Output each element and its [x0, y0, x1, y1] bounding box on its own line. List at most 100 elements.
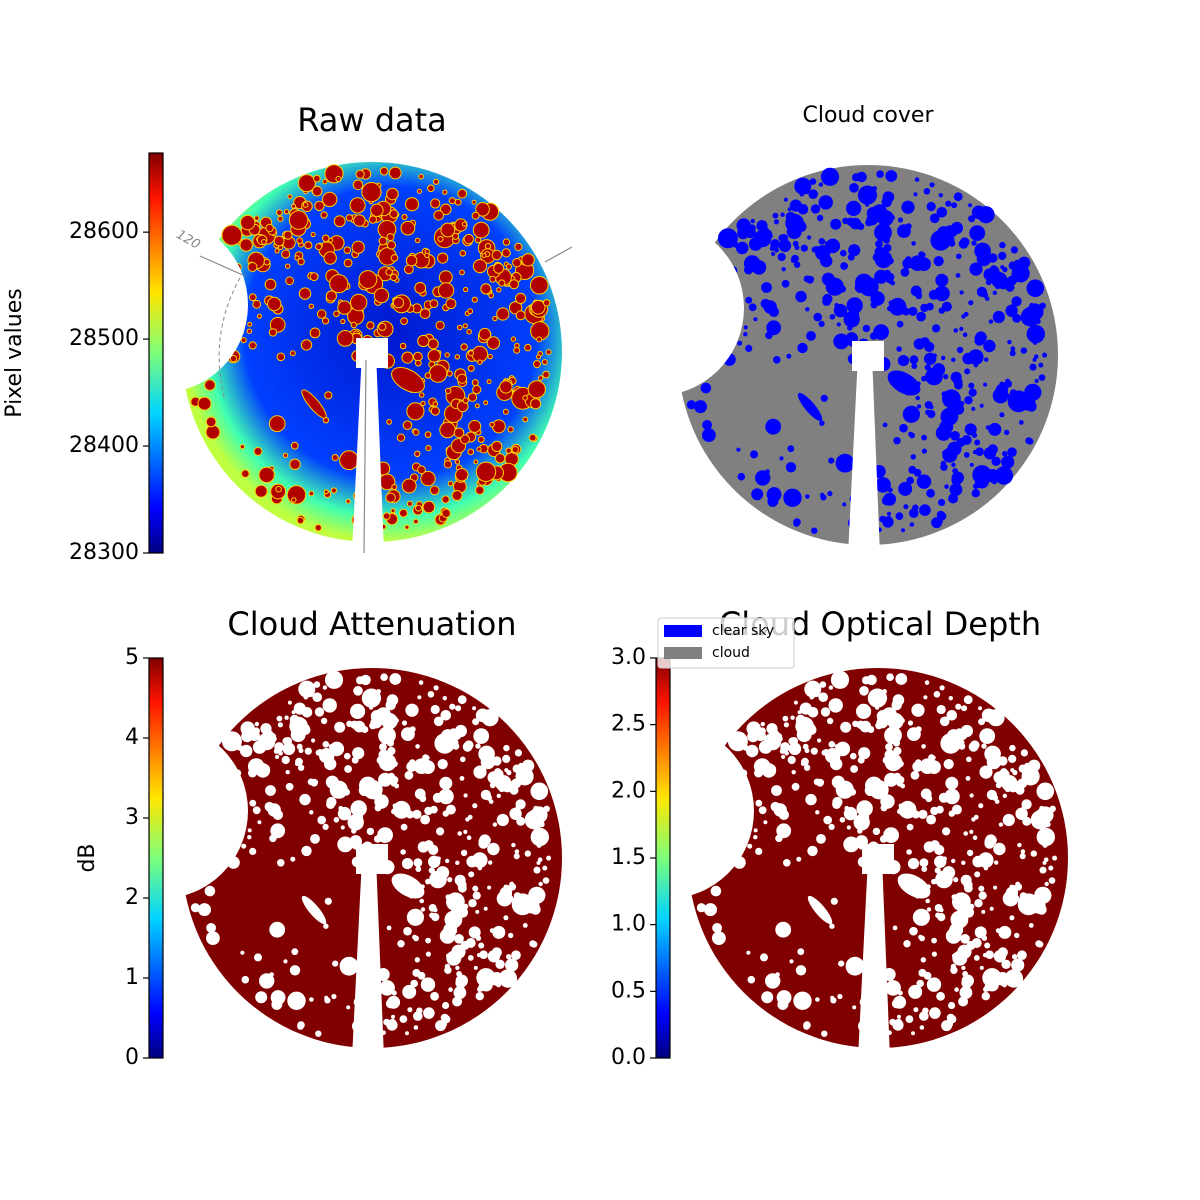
blob [884, 829, 892, 837]
blob [255, 991, 268, 1004]
blob [475, 485, 485, 495]
blob [472, 385, 482, 395]
blob [784, 750, 789, 756]
blob [939, 685, 945, 691]
blob [453, 986, 467, 999]
blob [899, 803, 910, 814]
blob [971, 406, 976, 411]
blob [530, 398, 542, 410]
blob [275, 754, 280, 760]
blob [315, 1030, 322, 1037]
blob [296, 237, 304, 245]
blob [963, 880, 973, 890]
colorbar-tick-label: 1.5 [611, 845, 646, 870]
blob [462, 397, 469, 404]
blob [968, 382, 975, 389]
blob [997, 947, 1008, 958]
blob [472, 852, 488, 868]
blob [538, 881, 543, 887]
blob [512, 952, 519, 959]
blob [254, 721, 259, 727]
blob [387, 739, 394, 747]
blob [958, 739, 965, 746]
blob [898, 481, 913, 496]
blob [230, 861, 237, 868]
blob [410, 979, 419, 988]
blob [265, 730, 274, 738]
blob [903, 940, 911, 948]
blob [312, 692, 323, 702]
blob [779, 234, 789, 243]
blob [835, 453, 855, 473]
blob [475, 461, 497, 482]
blob [710, 885, 722, 897]
blob [378, 829, 386, 837]
blob [240, 950, 245, 955]
blob [963, 452, 970, 458]
blob [479, 950, 488, 959]
blob [992, 290, 997, 295]
blob [459, 250, 467, 257]
blob [427, 691, 435, 698]
blob [521, 253, 535, 267]
blob [979, 765, 993, 779]
blob [514, 242, 523, 251]
blob [1015, 785, 1025, 795]
blob [763, 820, 768, 825]
blob [743, 332, 748, 337]
polar-circle [218, 277, 241, 401]
blob [911, 363, 918, 369]
blob [277, 215, 284, 222]
blob [334, 721, 346, 733]
blob [842, 217, 849, 224]
blob [935, 425, 952, 441]
blob [433, 685, 439, 691]
blob [433, 907, 438, 913]
blob [463, 793, 468, 798]
blob [468, 856, 474, 862]
blob [1028, 923, 1034, 928]
blob [391, 990, 397, 996]
blob [956, 346, 964, 354]
colorbar-tick-label: 28500 [69, 326, 139, 351]
blob [913, 1007, 919, 1013]
blob [795, 965, 807, 976]
blob [454, 459, 461, 465]
blob [498, 969, 518, 988]
blob [399, 508, 408, 518]
blob [828, 741, 836, 748]
blob [958, 225, 963, 230]
blob [206, 923, 217, 933]
blob [931, 878, 937, 885]
blob [1012, 770, 1018, 776]
blob [906, 476, 914, 485]
polar-line [199, 255, 246, 277]
blob [389, 715, 398, 725]
blob [943, 742, 950, 748]
blob [1022, 816, 1032, 826]
blob [726, 358, 733, 365]
blob [993, 885, 998, 890]
blob [361, 688, 381, 708]
blob [401, 727, 415, 741]
blob [438, 270, 453, 285]
blob [429, 870, 447, 889]
blob [782, 715, 789, 722]
blob [328, 237, 334, 243]
blob [862, 676, 871, 685]
blob [389, 209, 399, 219]
blob [506, 770, 512, 776]
blob [936, 226, 951, 240]
blob [399, 342, 407, 350]
blob [205, 424, 221, 440]
blob [951, 462, 956, 468]
blob [297, 764, 305, 771]
blob [750, 450, 758, 459]
blob [522, 395, 528, 401]
blob [950, 431, 960, 441]
blob [961, 965, 966, 971]
blob [351, 828, 357, 834]
blob [770, 765, 776, 771]
blob [913, 192, 918, 197]
blob [926, 907, 932, 912]
